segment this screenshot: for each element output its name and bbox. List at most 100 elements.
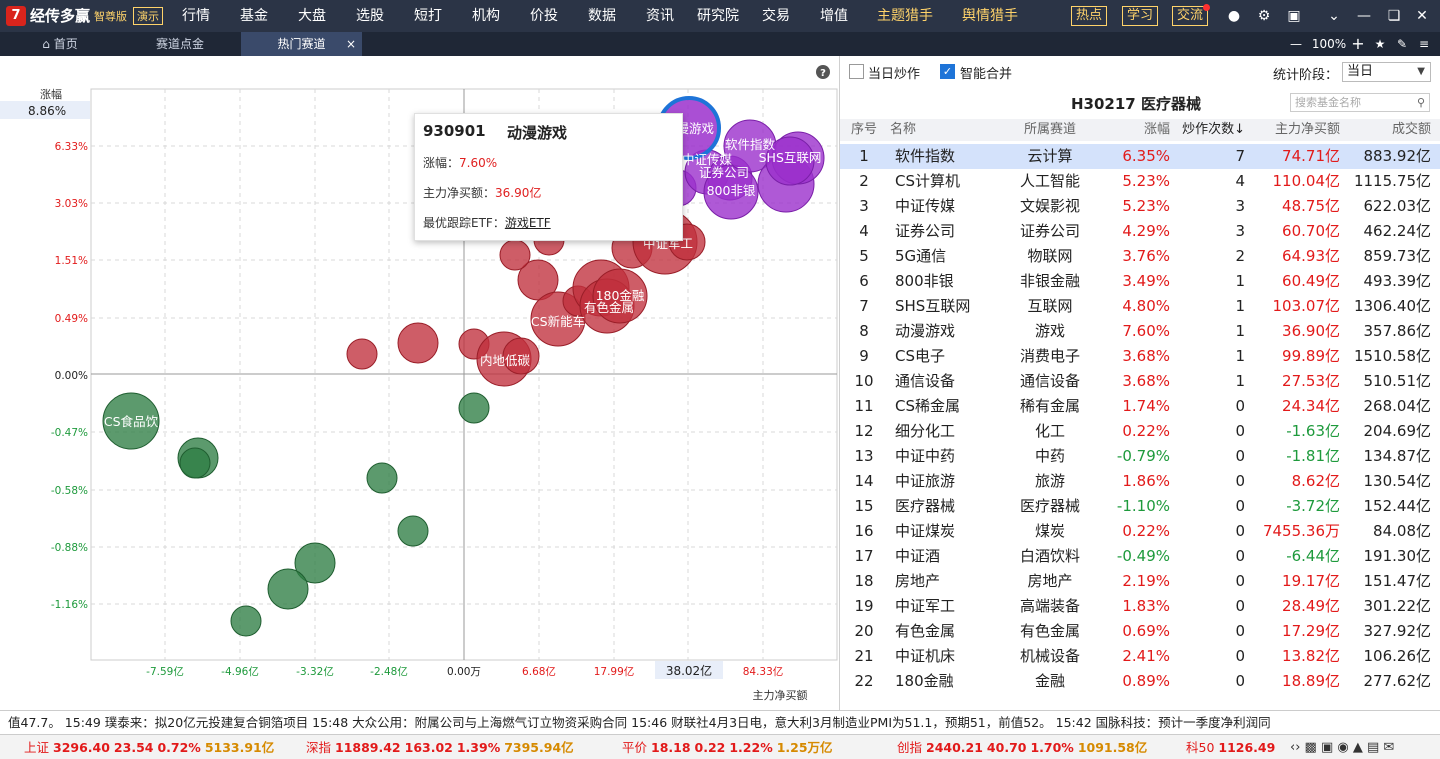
- table-row[interactable]: 20 有色金属 有色金属 0.69% 0 17.29亿 327.92亿: [840, 619, 1440, 644]
- nav-item-theme-hunter[interactable]: 主题猎手: [877, 8, 933, 24]
- bubble[interactable]: [397, 515, 429, 547]
- close-icon[interactable]: ✕: [1416, 8, 1428, 24]
- table-row[interactable]: 7 SHS互联网 互联网 4.80% 1 103.07亿 1306.40亿: [840, 294, 1440, 319]
- tooltip-etf-link[interactable]: 游戏ETF: [504, 216, 551, 230]
- restore-icon[interactable]: ❏: [1387, 8, 1401, 24]
- bubble[interactable]: [592, 268, 648, 324]
- nav-item[interactable]: 短打: [414, 8, 442, 24]
- menu-icon[interactable]: ≡: [1418, 37, 1430, 51]
- table-header: 序号 名称 所属赛道 涨幅 炒作次数↓ 主力净买额 成交额: [840, 119, 1440, 141]
- nav-item[interactable]: 大盘: [298, 8, 326, 24]
- col-pct[interactable]: 涨幅: [1143, 122, 1170, 137]
- table-row[interactable]: 21 中证机床 机械设备 2.41% 0 13.82亿 106.26亿: [840, 644, 1440, 669]
- table-row[interactable]: 5 5G通信 物联网 3.76% 2 64.93亿 859.73亿: [840, 244, 1440, 269]
- bubble[interactable]: [230, 605, 262, 637]
- table-row[interactable]: 2 CS计算机 人工智能 5.23% 4 110.04亿 1115.75亿: [840, 169, 1440, 194]
- bubble[interactable]: [499, 239, 531, 271]
- gear-icon[interactable]: ⚙: [1257, 8, 1271, 24]
- chevron-down-icon[interactable]: ⌄: [1328, 8, 1340, 24]
- table-row[interactable]: 12 细分化工 化工 0.22% 0 -1.63亿 204.69亿: [840, 419, 1440, 444]
- bubble[interactable]: [703, 164, 759, 220]
- news-text[interactable]: 值47.7。 15:49 璞泰来：拟20亿元投建复合铜箔项目 15:48 大众公…: [8, 715, 1271, 730]
- bubble[interactable]: [267, 568, 309, 610]
- zoom-in-icon[interactable]: +: [1351, 34, 1365, 53]
- tab-close-icon[interactable]: ×: [345, 37, 356, 51]
- index-item[interactable]: 科50 1126.49: [1186, 735, 1275, 759]
- nav-item[interactable]: 基金: [240, 8, 268, 24]
- table-row[interactable]: 16 中证煤炭 煤炭 0.22% 0 7455.36万 84.08亿: [840, 519, 1440, 544]
- index-item[interactable]: 上证 3296.40 23.54 0.72% 5133.91亿: [24, 735, 274, 759]
- col-name[interactable]: 名称: [890, 122, 917, 137]
- help-icon[interactable]: ?: [816, 65, 830, 79]
- fund-search-input[interactable]: 搜索基金名称 ⚲: [1290, 93, 1430, 112]
- nav-item[interactable]: 价投: [530, 8, 558, 24]
- tab-track-gold[interactable]: 赛道点金: [155, 37, 204, 51]
- bubble[interactable]: [458, 392, 490, 424]
- bubble[interactable]: [517, 259, 559, 301]
- col-amount[interactable]: 成交额: [1391, 122, 1431, 137]
- table-row[interactable]: 15 医疗器械 医疗器械 -1.10% 0 -3.72亿 152.44亿: [840, 494, 1440, 519]
- nav-item[interactable]: 机构: [472, 8, 500, 24]
- index-item[interactable]: 深指 11889.42 163.02 1.39% 7395.94亿: [306, 735, 574, 759]
- checkbox-smart-merge[interactable]: ✓: [940, 64, 955, 79]
- col-track[interactable]: 所属赛道: [1023, 122, 1076, 137]
- stat-period-select[interactable]: 当日 ▼: [1342, 62, 1431, 82]
- cell-pct: 0.69%: [1122, 622, 1170, 640]
- nav-item[interactable]: 交易: [762, 8, 790, 24]
- bubble[interactable]: [102, 392, 160, 450]
- table-row[interactable]: 1 软件指数 云计算 6.35% 7 74.71亿 883.92亿: [840, 144, 1440, 169]
- nav-item[interactable]: 数据: [588, 8, 616, 24]
- table-row[interactable]: 9 CS电子 消费电子 3.68% 1 99.89亿 1510.58亿: [840, 344, 1440, 369]
- nav-item-sentiment-hunter[interactable]: 舆情猎手: [962, 8, 1018, 24]
- checkbox-daily-hype[interactable]: [849, 64, 864, 79]
- index-item[interactable]: 平价 18.18 0.22 1.22% 1.25万亿: [622, 735, 833, 759]
- zoom-out-icon[interactable]: —: [1290, 37, 1302, 51]
- toolbar-icons[interactable]: ‹› ▩ ▣ ◉ ▲ ▤ ✉: [1290, 740, 1395, 755]
- chat-button[interactable]: 交流: [1172, 4, 1211, 26]
- tab-hot-track[interactable]: 热门赛道 ×: [241, 32, 362, 56]
- table-row[interactable]: 11 CS稀金属 稀有金属 1.74% 0 24.34亿 268.04亿: [840, 394, 1440, 419]
- window-icon[interactable]: ▣: [1287, 8, 1301, 24]
- table-row[interactable]: 19 中证军工 高端装备 1.83% 0 28.49亿 301.22亿: [840, 594, 1440, 619]
- table-row[interactable]: 17 中证酒 白酒饮料 -0.49% 0 -6.44亿 191.30亿: [840, 544, 1440, 569]
- bubble[interactable]: [397, 322, 439, 364]
- bubble[interactable]: [179, 447, 211, 479]
- minimize-icon[interactable]: —: [1357, 8, 1371, 24]
- tab-home[interactable]: ⌂ 首页: [0, 32, 120, 56]
- bubble[interactable]: [366, 462, 398, 494]
- nav-item[interactable]: 选股: [356, 8, 384, 24]
- col-buy[interactable]: 主力净买额: [1274, 122, 1340, 137]
- cell-pct: -1.10%: [1116, 497, 1170, 515]
- index-amount: 1091.58亿: [1077, 740, 1148, 755]
- news-ticker[interactable]: 值47.7。 15:49 璞泰来：拟20亿元投建复合铜箔项目 15:48 大众公…: [0, 710, 1440, 734]
- table-row[interactable]: 18 房地产 房地产 2.19% 0 19.17亿 151.47亿: [840, 569, 1440, 594]
- table-row[interactable]: 22 180金融 金融 0.89% 0 18.89亿 277.62亿: [840, 669, 1440, 694]
- hot-button[interactable]: 热点: [1071, 6, 1108, 26]
- index-item[interactable]: 创指 2440.21 40.70 1.70% 1091.58亿: [897, 735, 1147, 759]
- bubble[interactable]: [502, 337, 540, 375]
- nav-item[interactable]: 资讯: [646, 8, 674, 24]
- nav-item[interactable]: 行情: [182, 8, 210, 24]
- cell-track: 证券公司: [1019, 222, 1080, 240]
- col-count[interactable]: 炒作次数↓: [1182, 122, 1245, 137]
- table-row[interactable]: 6 800非银 非银金融 3.49% 1 60.49亿 493.39亿: [840, 269, 1440, 294]
- pen-icon[interactable]: ✎: [1396, 37, 1408, 51]
- demo-badge[interactable]: 演示: [133, 6, 164, 25]
- table-row[interactable]: 14 中证旅游 旅游 1.86% 0 8.62亿 130.54亿: [840, 469, 1440, 494]
- table-row[interactable]: 10 通信设备 通信设备 3.68% 1 27.53亿 510.51亿: [840, 369, 1440, 394]
- table-row[interactable]: 13 中证中药 中药 -0.79% 0 -1.81亿 134.87亿: [840, 444, 1440, 469]
- nav-item[interactable]: 研究院: [697, 8, 739, 24]
- bubble[interactable]: [294, 542, 336, 584]
- table-row[interactable]: 3 中证传媒 文娱影视 5.23% 3 48.75亿 622.03亿: [840, 194, 1440, 219]
- cell-pct: 0.22%: [1122, 422, 1170, 440]
- x-tick: 84.33亿: [743, 665, 784, 678]
- bubble[interactable]: [346, 338, 378, 370]
- table-row[interactable]: 4 证券公司 证券公司 4.29% 3 60.70亿 462.24亿: [840, 219, 1440, 244]
- study-button[interactable]: 学习: [1122, 6, 1159, 26]
- nav-item[interactable]: 增值: [820, 8, 848, 24]
- user-icon[interactable]: ●: [1227, 8, 1241, 24]
- bubble[interactable]: [765, 136, 815, 186]
- star-icon[interactable]: ★: [1374, 37, 1386, 51]
- col-no[interactable]: 序号: [850, 122, 877, 137]
- table-row[interactable]: 8 动漫游戏 游戏 7.60% 1 36.90亿 357.86亿: [840, 319, 1440, 344]
